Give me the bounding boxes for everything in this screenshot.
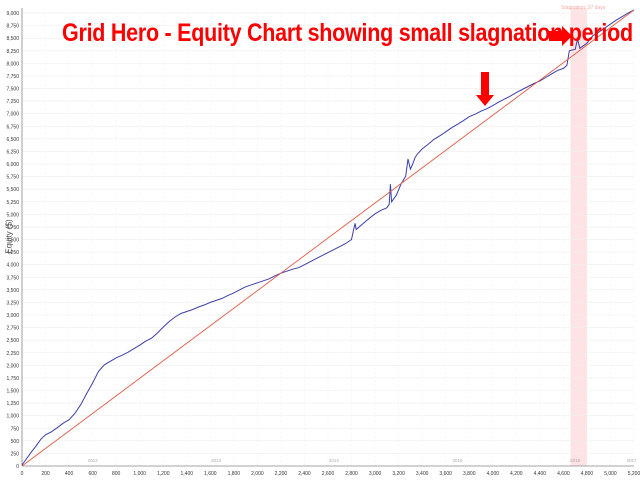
- x-tick-label: 1,000: [133, 471, 146, 477]
- stagnation-band: [570, 8, 587, 466]
- y-tick-label: 4,750: [6, 225, 19, 231]
- y-tick-label: 8,250: [6, 49, 19, 55]
- x-tick-label: 2,400: [298, 471, 311, 477]
- x-tick-label: 3,400: [416, 471, 429, 477]
- y-tick-label: 3,000: [6, 313, 19, 319]
- x-tick-label: 5,200: [628, 471, 640, 477]
- x-tick-label: 3,000: [369, 471, 382, 477]
- y-tick-label: 8,000: [6, 61, 19, 67]
- x-tick-label: 4,000: [487, 471, 500, 477]
- y-tick-label: 3,750: [6, 275, 19, 281]
- y-tick-label: 4,000: [6, 263, 19, 269]
- x-tick-label: 400: [65, 471, 74, 477]
- y-tick-label: 5,750: [6, 175, 19, 181]
- year-marker-label: 2014: [329, 458, 340, 463]
- x-tick-label: 800: [112, 471, 121, 477]
- chart-headline: Grid Hero - Equity Chart showing small s…: [62, 19, 633, 47]
- y-tick-label: 2,000: [6, 363, 19, 369]
- x-tick-label: 4,600: [557, 471, 570, 477]
- y-tick-label: 1,250: [6, 401, 19, 407]
- year-marker-label: 2012: [88, 458, 99, 463]
- y-tick-label: 4,250: [6, 250, 19, 256]
- y-tick-label: 8,750: [6, 24, 19, 30]
- year-marker-label: 2017: [627, 458, 638, 463]
- x-tick-label: 1,800: [228, 471, 241, 477]
- x-tick-label: 3,800: [463, 471, 476, 477]
- y-tick-label: 1,750: [6, 376, 19, 382]
- y-tick-label: 9,000: [6, 11, 19, 17]
- x-tick-label: 4,800: [581, 471, 594, 477]
- right-arrow-icon: [549, 26, 572, 46]
- year-marker-label: 2016: [570, 458, 581, 463]
- x-tick-label: 4,200: [510, 471, 523, 477]
- y-tick-label: 1,000: [6, 414, 19, 420]
- x-tick-label: 1,200: [157, 471, 170, 477]
- x-tick-label: 2,000: [251, 471, 264, 477]
- y-tick-label: 6,750: [6, 124, 19, 130]
- x-tick-label: 5,000: [604, 471, 617, 477]
- y-tick-label: 750: [11, 426, 20, 432]
- y-tick-label: 1,500: [6, 389, 19, 395]
- x-tick-label: 2,200: [275, 471, 288, 477]
- y-tick-label: 7,000: [6, 112, 19, 118]
- y-tick-label: 6,250: [6, 149, 19, 155]
- y-tick-label: 2,500: [6, 338, 19, 344]
- stagnation-label: Stagnation: 37 days: [561, 5, 606, 11]
- y-axis-title: Equity ($): [4, 219, 14, 254]
- x-tick-label: 2,600: [322, 471, 335, 477]
- y-tick-label: 0: [16, 464, 19, 470]
- y-tick-label: 5,250: [6, 200, 19, 206]
- x-tick-label: 1,600: [204, 471, 217, 477]
- year-marker-label: 2013: [211, 458, 222, 463]
- x-tick-label: 2,800: [345, 471, 358, 477]
- x-tick-label: 200: [41, 471, 50, 477]
- y-tick-label: 6,000: [6, 162, 19, 168]
- y-tick-label: 5,500: [6, 187, 19, 193]
- y-tick-label: 2,250: [6, 351, 19, 357]
- y-tick-label: 7,500: [6, 87, 19, 93]
- year-marker-label: 2015: [452, 458, 463, 463]
- x-tick-label: 4,400: [534, 471, 547, 477]
- y-tick-label: 3,250: [6, 300, 19, 306]
- y-tick-label: 7,750: [6, 74, 19, 80]
- y-tick-label: 6,500: [6, 137, 19, 143]
- y-tick-label: 7,250: [6, 99, 19, 105]
- y-tick-label: 2,750: [6, 326, 19, 332]
- x-tick-label: 600: [88, 471, 97, 477]
- down-arrow-icon: [476, 72, 494, 106]
- x-tick-label: 3,200: [392, 471, 405, 477]
- y-tick-label: 250: [11, 451, 20, 457]
- x-tick-label: 3,600: [439, 471, 452, 477]
- y-tick-label: 5,000: [6, 212, 19, 218]
- x-tick-label: 0: [21, 471, 24, 477]
- y-tick-label: 500: [11, 439, 20, 445]
- x-tick-label: 1,400: [181, 471, 194, 477]
- y-tick-label: 8,500: [6, 36, 19, 42]
- y-tick-label: 3,500: [6, 288, 19, 294]
- equity-line: [21, 9, 635, 466]
- y-tick-label: 4,500: [6, 238, 19, 244]
- trend-line: [21, 9, 635, 467]
